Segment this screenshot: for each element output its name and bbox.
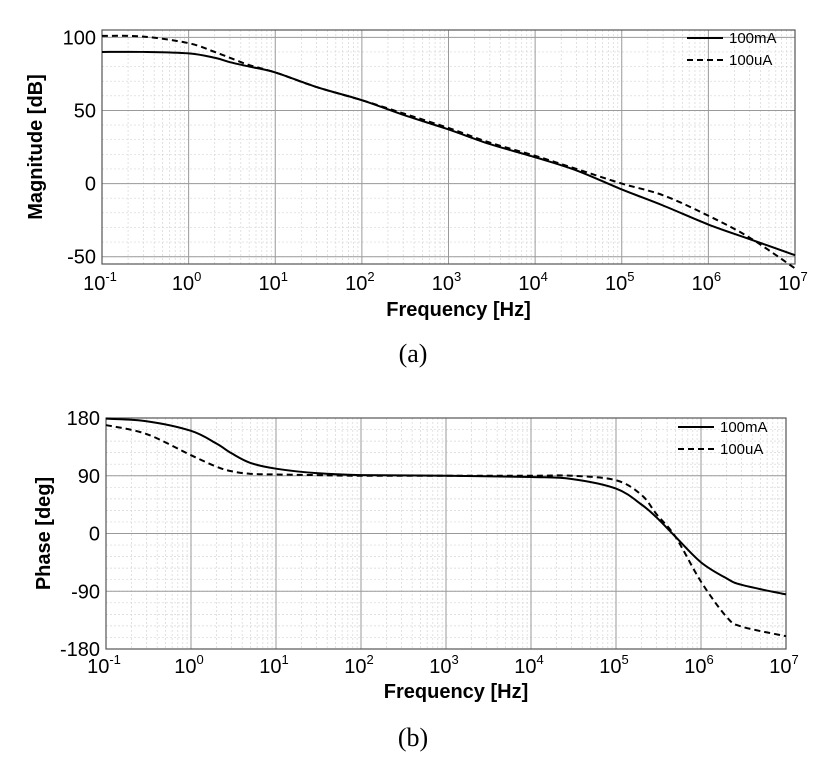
x-tick-label: 105 — [599, 652, 628, 678]
phase-chart: -180 -90 0 90 180 10-1 100 101 102 103 104 105 106 10… — [33, 408, 799, 703]
x-tick-label: 106 — [684, 652, 713, 678]
x-tick-label: 103 — [432, 269, 461, 295]
x-tick-label: 106 — [692, 269, 721, 295]
series-line-100uA — [101, 34, 796, 270]
y-tick-label: 100 — [63, 27, 96, 49]
y-axis-title: Magnitude [dB] — [25, 74, 47, 220]
x-tick-label: 10-1 — [87, 652, 121, 678]
x-tick-label: 103 — [429, 652, 458, 678]
y-tick-label: -180 — [60, 639, 100, 661]
magnitude-chart: -50 0 50 100 10-1 100 101 102 103 104 105 106 107 100… — [25, 27, 808, 321]
x-axis-title: Frequency [Hz] — [384, 681, 528, 703]
y-axis-title: Phase [deg] — [33, 477, 55, 590]
x-tick-label: 104 — [518, 269, 547, 295]
plot-frame — [101, 29, 796, 265]
y-tick-label: 0 — [85, 174, 96, 196]
legend-label-100mA: 100mA — [729, 30, 777, 47]
y-tick-label: 180 — [67, 408, 100, 430]
x-tick-label: 107 — [778, 269, 807, 295]
y-tick-label: 50 — [74, 100, 96, 122]
panel-label-b: (b) — [398, 723, 428, 752]
x-tick-label: 100 — [172, 269, 201, 295]
panel-label-a: (a) — [399, 339, 428, 368]
x-tick-label: 101 — [259, 269, 288, 295]
series-line-100uA — [105, 424, 787, 638]
plot-frame — [105, 417, 787, 650]
x-tick-label: 10-1 — [83, 269, 117, 295]
legend-label-100mA: 100mA — [720, 419, 768, 436]
legend-label-100uA: 100uA — [720, 441, 763, 458]
x-tick-label: 101 — [259, 652, 288, 678]
x-axis-title: Frequency [Hz] — [386, 299, 530, 321]
legend-label-100uA: 100uA — [729, 52, 772, 69]
series-line-100mA — [101, 50, 796, 257]
x-tick-label: 102 — [345, 269, 374, 295]
x-tick-label: 102 — [344, 652, 373, 678]
x-tick-label: 105 — [605, 269, 634, 295]
y-tick-label: 90 — [78, 466, 100, 488]
x-tick-label: 100 — [174, 652, 203, 678]
x-tick-label: 107 — [769, 652, 798, 678]
y-tick-label: -90 — [71, 581, 100, 603]
y-tick-label: -50 — [67, 247, 96, 269]
y-tick-label: 0 — [89, 524, 100, 546]
x-tick-label: 104 — [514, 652, 543, 678]
